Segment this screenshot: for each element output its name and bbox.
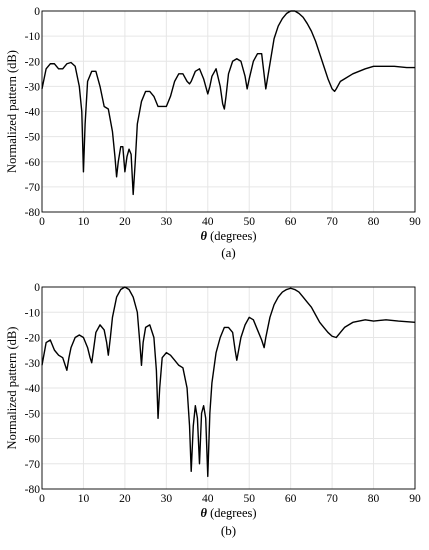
x-tick-label: 10 [78,216,90,228]
y-tick-label: -10 [25,307,41,319]
x-tick-label: 60 [285,216,297,228]
x-tick-label: 90 [409,216,421,228]
y-axis-label-b: Normalized pattern (dB) [5,327,19,450]
x-tick-label: 80 [368,493,380,505]
grid-a [41,10,416,213]
y-tick-label: -70 [25,459,41,471]
y-tick-label: -10 [25,31,41,43]
y-tick-label: -80 [25,207,41,219]
y-tick-label: -40 [25,107,41,119]
panel-label-a: (a) [221,245,235,260]
x-tick-label: 40 [202,493,214,505]
y-tick-label: -60 [25,157,41,169]
x-axis-unit-a: (degrees) [207,229,257,243]
x-tick-label: 30 [161,493,173,505]
series-line-a [41,10,415,196]
x-tick-label: 20 [119,216,131,228]
y-tick-label: -70 [25,182,41,194]
y-tick-label: -20 [25,333,41,345]
y-tick-label: -80 [25,484,41,496]
x-tick-label: 30 [161,216,173,228]
x-tick-label: 70 [326,216,338,228]
x-tick-label: 20 [119,493,131,505]
x-tick-label: 80 [368,216,380,228]
y-tick-label: -50 [25,132,41,144]
y-tick-label: -50 [25,408,41,420]
y-tick-label: -20 [25,56,41,68]
panel-a: 0 10 20 30 40 50 60 70 80 90 0 -10 -20 -30 -40 -50 -60 -… [5,6,421,260]
x-axis-label-b: θ (degrees) [200,506,256,520]
x-tick-label: 50 [243,216,255,228]
y-tick-label: -40 [25,383,41,395]
x-tick-label: 60 [285,493,297,505]
x-tick-label: 90 [409,493,421,505]
x-tick-label: 10 [78,493,90,505]
y-tick-label: -60 [25,434,41,446]
panel-label-b: (b) [221,523,236,538]
x-axis-label-a: θ (degrees) [200,229,256,243]
y-tick-label: -30 [25,358,41,370]
y-tick-labels-b: 0 -10 -20 -30 -40 -50 -60 -70 -80 [25,282,41,496]
x-tick-label: 50 [243,493,255,505]
x-tick-label: 40 [202,216,214,228]
y-tick-labels-a: 0 -10 -20 -30 -40 -50 -60 -70 -80 [25,6,41,219]
y-tick-label: 0 [34,282,40,294]
x-tick-label: 0 [39,216,45,228]
y-axis-label-a: Normalized pattern (dB) [5,50,19,173]
x-tick-labels-b: 0 10 20 30 40 50 60 70 80 90 [39,493,421,505]
grid-b [41,286,416,490]
x-tick-labels-a: 0 10 20 30 40 50 60 70 80 90 [39,216,421,228]
y-tick-label: 0 [34,6,40,18]
plot-frame-b [41,286,416,490]
plot-frame-a [41,10,416,213]
y-tick-label: -30 [25,81,41,93]
x-tick-label: 0 [39,493,45,505]
series-line-b [41,286,416,478]
x-axis-symbol-a: θ [200,229,207,243]
panel-b: 0 10 20 30 40 50 60 70 80 90 0 -10 -20 -30 -40 -50 -60 -… [5,282,421,538]
x-axis-symbol-b: θ [200,506,207,520]
x-axis-unit-b: (degrees) [207,506,257,520]
x-tick-label: 70 [326,493,338,505]
